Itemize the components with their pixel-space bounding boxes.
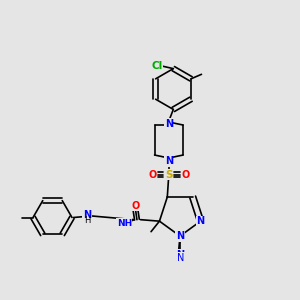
Text: O: O — [131, 201, 140, 211]
Text: O: O — [181, 169, 189, 179]
Text: NH: NH — [117, 219, 132, 228]
Text: H: H — [84, 216, 91, 225]
Text: Cl: Cl — [151, 61, 162, 71]
Text: O: O — [148, 169, 156, 179]
Text: N: N — [83, 210, 91, 220]
Text: N: N — [165, 118, 173, 128]
Text: N: N — [176, 231, 184, 241]
Text: S: S — [165, 169, 172, 179]
Text: N: N — [177, 253, 184, 263]
Text: N: N — [165, 156, 173, 166]
Text: N: N — [196, 216, 205, 226]
Text: N: N — [176, 250, 184, 260]
